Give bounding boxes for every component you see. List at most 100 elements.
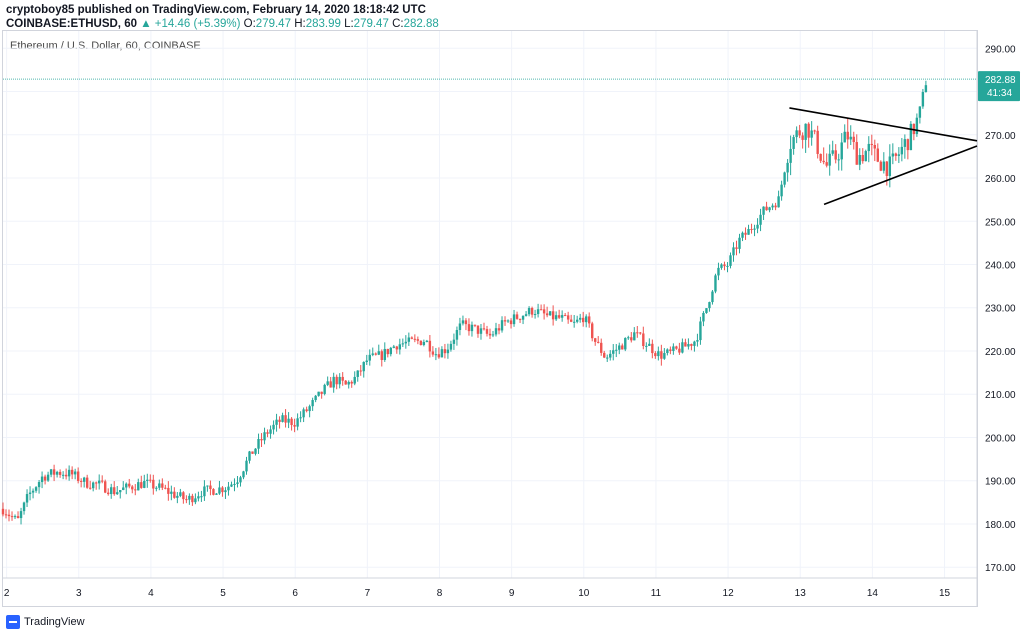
close-label: C:: [392, 18, 404, 30]
candle-body: [738, 237, 741, 249]
x-tick-label: 14: [867, 588, 879, 599]
candle-body: [404, 341, 408, 344]
candle-body: [524, 314, 528, 316]
candle-body: [591, 323, 594, 339]
candle-body: [473, 324, 477, 326]
candle-body: [645, 345, 648, 347]
candle-body: [654, 353, 657, 357]
candle-body: [786, 162, 789, 173]
candle-body: [449, 343, 453, 350]
candle-body: [371, 353, 374, 355]
candle-body: [61, 474, 65, 476]
y-tick-label: 260.00: [985, 174, 1016, 185]
candle-body: [37, 482, 41, 488]
candle-body: [783, 172, 786, 185]
candle-body: [88, 487, 92, 489]
candle-body: [323, 384, 326, 394]
candle-body: [299, 417, 302, 419]
candle-body: [479, 328, 483, 334]
candle-body: [73, 471, 77, 475]
candle-body: [443, 349, 447, 354]
candle-body: [7, 514, 11, 517]
candle-body: [762, 206, 765, 215]
candle-body: [705, 308, 708, 313]
candle-body: [338, 376, 341, 385]
candle-body: [386, 348, 389, 355]
candle-body: [527, 308, 531, 315]
candle-body: [825, 162, 828, 166]
candle-body: [753, 228, 756, 230]
candle-body: [164, 487, 167, 489]
y-tick-label: 170.00: [985, 563, 1016, 574]
candle-body: [708, 302, 711, 309]
candle-body: [401, 343, 405, 345]
candle-body: [482, 328, 486, 330]
candle-body: [675, 346, 678, 349]
candle-body: [311, 400, 314, 407]
candle-body: [209, 485, 212, 490]
candle-body: [533, 314, 537, 316]
candle-body: [356, 370, 359, 377]
candle-body: [203, 486, 206, 497]
x-tick-label: 7: [365, 588, 371, 599]
candle-body: [741, 232, 744, 238]
candle-body: [750, 228, 753, 230]
candle-body: [419, 340, 423, 345]
candle-body: [759, 214, 762, 225]
candle-body: [804, 123, 807, 140]
candle-body: [55, 471, 59, 475]
candle-body: [497, 328, 501, 331]
candle-body: [347, 381, 350, 385]
candle-body: [657, 351, 660, 357]
candle-body: [843, 131, 846, 143]
x-tick-label: 9: [509, 588, 515, 599]
candle-body: [344, 380, 347, 385]
candle-body: [855, 142, 858, 165]
close-value: 282.88: [403, 18, 439, 30]
candle-body: [380, 351, 383, 360]
candle-body: [557, 315, 561, 318]
candle-body: [612, 350, 615, 354]
candle-body: [359, 370, 362, 372]
candle-body: [485, 329, 489, 334]
candle-body: [690, 344, 693, 346]
candle-body: [660, 351, 663, 359]
candle-body: [46, 474, 50, 481]
candle-body: [377, 351, 380, 355]
candle-body: [131, 486, 134, 490]
candle-body: [684, 342, 687, 347]
candle-body: [630, 337, 633, 341]
candle-body: [506, 320, 510, 322]
candle-body: [104, 481, 107, 493]
candle-body: [158, 483, 161, 488]
candle-body: [182, 492, 185, 500]
candle-body: [597, 341, 600, 343]
candle-body: [392, 346, 396, 348]
candle-body: [236, 482, 239, 484]
candle-body: [31, 490, 35, 493]
candle-body: [651, 343, 654, 354]
candle-body: [188, 495, 191, 500]
candle-body: [128, 483, 131, 487]
candle-body: [19, 511, 23, 519]
candle-body: [849, 136, 852, 140]
candle-body: [146, 479, 149, 481]
candle-body: [765, 206, 768, 211]
candle-body: [263, 432, 266, 441]
low-value: 279.47: [353, 18, 389, 30]
candle-body: [663, 353, 666, 359]
x-tick-label: 10: [578, 588, 590, 599]
candle-body: [639, 332, 642, 334]
candle-body: [218, 487, 221, 494]
candle-body: [633, 332, 636, 341]
candle-body: [287, 418, 290, 423]
candle-body: [831, 150, 834, 154]
candle-body: [64, 474, 68, 477]
candle-body: [603, 352, 606, 358]
x-tick-label: 12: [723, 588, 735, 599]
candle-body: [915, 117, 919, 135]
candle-body: [173, 491, 176, 498]
candle-body: [425, 340, 429, 342]
candle-body: [876, 148, 879, 162]
